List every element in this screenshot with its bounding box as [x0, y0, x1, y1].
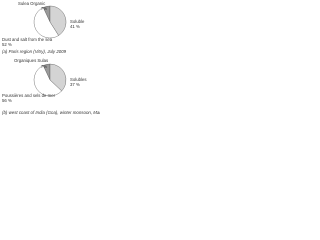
page: {"chart_data": [ {"type": "pie", "title"… — [0, 0, 100, 124]
value-label: 41 % — [70, 24, 80, 29]
value-label: 52 % — [2, 42, 12, 47]
pie-slice — [33, 65, 62, 97]
slice-label: Solubles — [70, 77, 86, 82]
value-label: 7% — [41, 64, 47, 69]
value-label: 7% — [41, 6, 47, 11]
caption: (b) west coast of India (Goa), winter mo… — [2, 110, 100, 115]
value-label: 37 % — [70, 82, 80, 87]
slice-label: Dust and salt from the sea — [2, 37, 53, 42]
caption: (a) Paris region (Vitry), July 2009 — [2, 49, 67, 54]
slice-label: Organiques Sulas — [14, 58, 48, 63]
slice-label: Soluble — [70, 19, 85, 24]
slice-label: Sulea Organic — [18, 1, 46, 6]
slice-label: Poussières and sels de mer — [2, 93, 56, 98]
pie-slice — [33, 7, 59, 39]
value-label: 56 % — [2, 98, 12, 103]
pie-slice — [49, 63, 67, 92]
